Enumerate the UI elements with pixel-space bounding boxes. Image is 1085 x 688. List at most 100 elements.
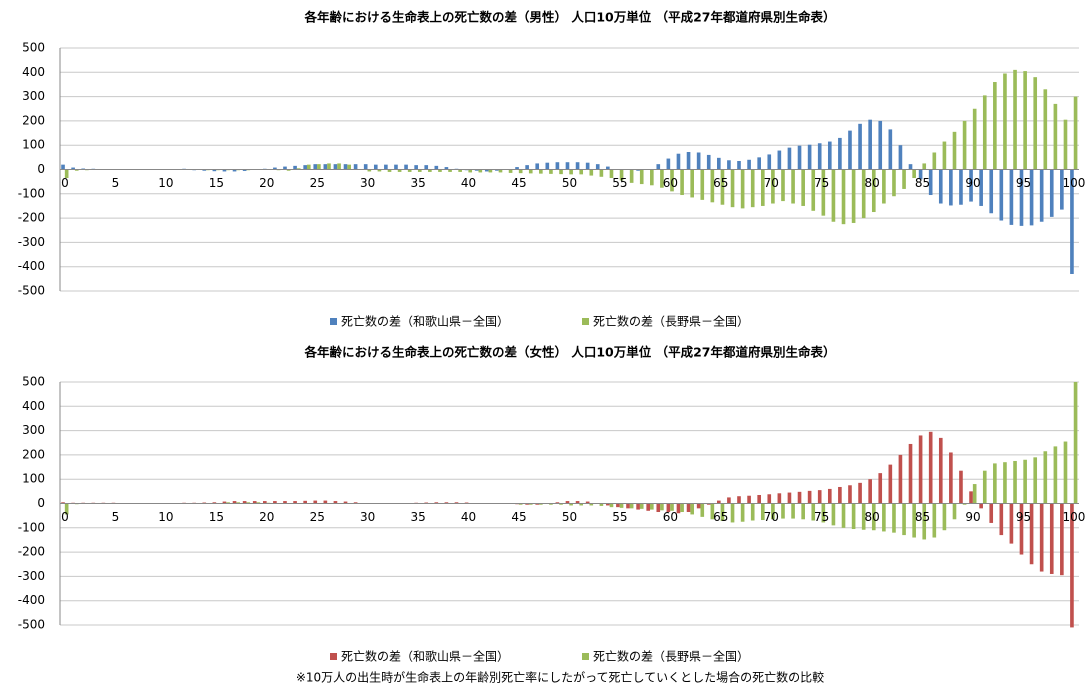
bar [273, 501, 277, 504]
bar [1023, 71, 1027, 170]
bar [367, 169, 372, 172]
bar [676, 503, 681, 514]
x-tick-label: 90 [965, 510, 980, 524]
bar [242, 169, 247, 171]
y-tick-label: -400 [18, 259, 45, 273]
bar [518, 169, 523, 174]
bar [323, 164, 328, 170]
bar [636, 503, 640, 510]
y-tick-label: -100 [18, 186, 45, 200]
bar [750, 169, 755, 208]
bar [727, 497, 731, 504]
bar [1063, 119, 1068, 170]
bar [74, 169, 79, 171]
x-tick-label: 80 [864, 176, 879, 190]
bar [892, 169, 896, 197]
x-tick-label: 100 [1062, 510, 1085, 524]
bar [871, 169, 876, 213]
bar [549, 503, 553, 505]
bar [787, 492, 792, 504]
bar [656, 164, 661, 170]
x-tick-label: 10 [158, 510, 173, 524]
bar [666, 503, 671, 513]
bar [740, 503, 745, 522]
bar [1023, 459, 1027, 504]
bar [424, 165, 429, 170]
bar [706, 154, 711, 170]
chart-title: 各年齢における生命表上の死亡数の差（女性） 人口10万単位 （平成27年都道府県… [304, 345, 836, 360]
x-tick-label: 30 [360, 510, 375, 524]
bar [706, 503, 711, 505]
bar [639, 169, 644, 185]
bar [1060, 503, 1064, 576]
bar [629, 503, 634, 509]
y-tick-label: -200 [18, 211, 45, 225]
x-tick-label: 45 [511, 176, 526, 190]
bar [434, 502, 439, 504]
x-tick-label: 35 [410, 510, 425, 524]
bar [559, 169, 563, 175]
x-tick-label: 50 [562, 176, 577, 190]
bar [781, 169, 785, 202]
bar [333, 164, 338, 170]
x-tick-label: 75 [814, 510, 829, 524]
x-tick-label: 65 [713, 176, 728, 190]
y-tick-label: 100 [22, 138, 45, 152]
bar [222, 169, 227, 172]
y-tick-label: -400 [18, 593, 45, 607]
bar [938, 437, 943, 504]
bar [908, 443, 913, 504]
bar [555, 162, 560, 170]
bar [760, 169, 765, 206]
bar [599, 169, 604, 177]
bar [444, 502, 449, 504]
bar [478, 169, 483, 173]
bar [670, 503, 674, 511]
bar [293, 165, 297, 170]
x-tick-label: 85 [915, 176, 930, 190]
bar [535, 503, 540, 505]
bar [750, 503, 755, 521]
bar [1073, 96, 1078, 170]
bar [993, 463, 997, 504]
bar [313, 164, 318, 170]
bar [660, 169, 664, 188]
bar [757, 494, 761, 504]
x-tick-label: 25 [310, 510, 325, 524]
bar [969, 491, 973, 504]
x-tick-label: 20 [259, 176, 274, 190]
bar [384, 164, 388, 170]
bar [283, 501, 287, 504]
bar [303, 165, 307, 170]
bar [841, 169, 846, 225]
x-tick-label: 90 [965, 176, 980, 190]
bar [670, 169, 674, 192]
bar [831, 169, 836, 222]
bar [908, 164, 913, 170]
y-tick-label: 400 [22, 65, 45, 79]
bar [1033, 457, 1038, 504]
bar [394, 164, 398, 170]
bar [333, 501, 338, 504]
legend-swatch [582, 653, 589, 660]
bar [606, 503, 610, 506]
bar [242, 501, 247, 504]
x-tick-label: 70 [764, 510, 779, 524]
bar [898, 145, 903, 170]
x-tick-label: 100 [1062, 176, 1085, 190]
bar [286, 169, 291, 171]
bar [1019, 169, 1024, 226]
bar [861, 169, 866, 219]
bar [932, 152, 937, 170]
bar [650, 169, 654, 186]
bar [1013, 460, 1017, 504]
bar [337, 163, 341, 170]
bar [616, 503, 620, 508]
bar [821, 169, 826, 216]
bar [518, 503, 523, 505]
bar [306, 164, 311, 170]
legend-swatch [582, 318, 589, 325]
bar [404, 164, 408, 170]
bar [569, 503, 573, 506]
bar [619, 169, 624, 181]
